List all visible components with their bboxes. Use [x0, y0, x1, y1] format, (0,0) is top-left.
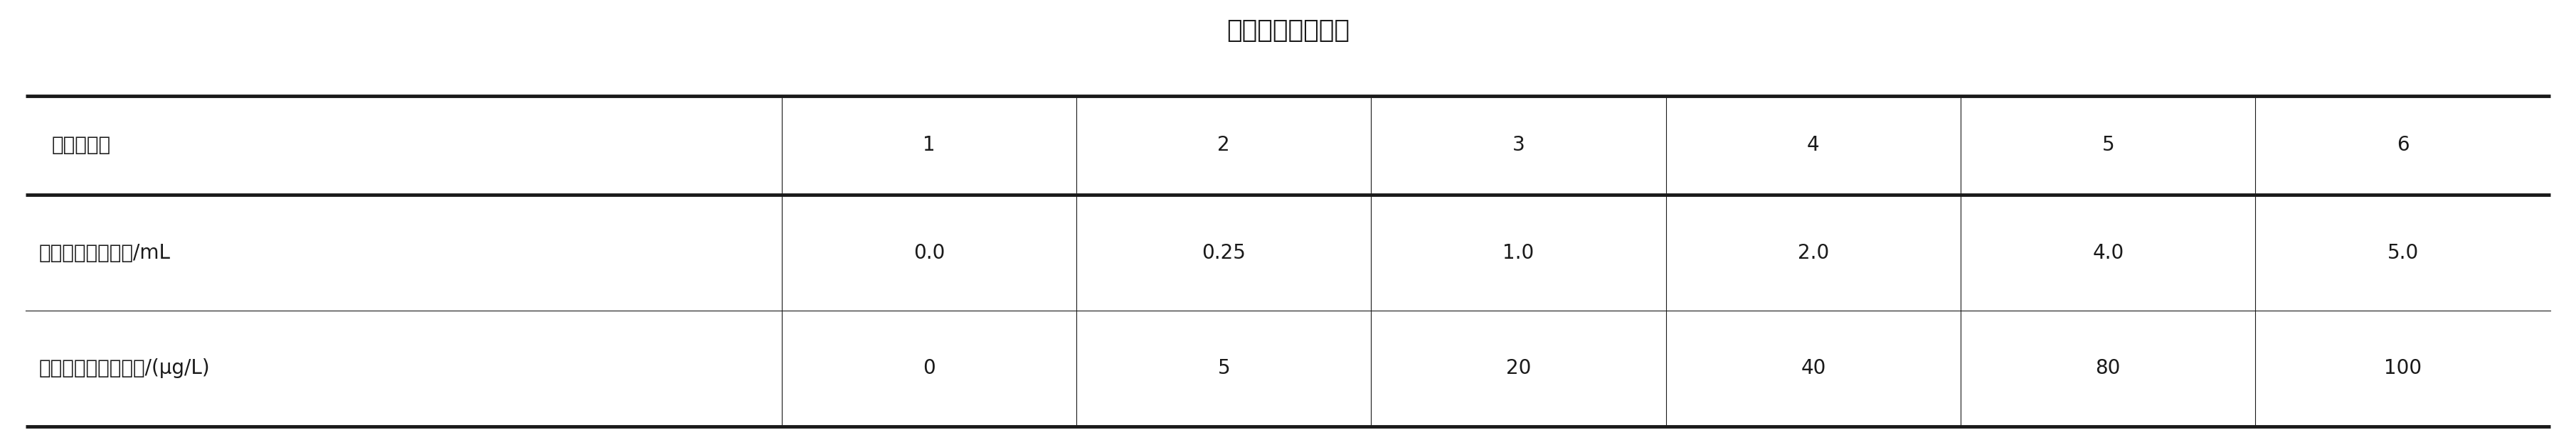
Text: 比色管编号: 比色管编号	[52, 135, 111, 155]
Text: 5: 5	[1218, 358, 1229, 378]
Text: 4: 4	[1806, 135, 1819, 155]
Text: 5: 5	[2102, 135, 2115, 155]
Text: 4.0: 4.0	[2092, 243, 2123, 263]
Text: 0.25: 0.25	[1203, 243, 1247, 263]
Text: 80: 80	[2094, 358, 2120, 378]
Text: 5.0: 5.0	[2388, 243, 2419, 263]
Text: 6: 6	[2396, 135, 2409, 155]
Text: 2: 2	[1218, 135, 1229, 155]
Text: 100: 100	[2383, 358, 2421, 378]
Text: 0.0: 0.0	[914, 243, 945, 263]
Text: 40: 40	[1801, 358, 1826, 378]
Text: 2.0: 2.0	[1798, 243, 1829, 263]
Text: 联氨标准溶液配制: 联氨标准溶液配制	[1226, 18, 1350, 43]
Text: 20: 20	[1507, 358, 1530, 378]
Text: 1.0: 1.0	[1502, 243, 1535, 263]
Text: 联氨工作溶液体积/mL: 联氨工作溶液体积/mL	[39, 243, 170, 263]
Text: 相当水样中联氨含量/(μg/L): 相当水样中联氨含量/(μg/L)	[39, 358, 209, 378]
Text: 0: 0	[922, 358, 935, 378]
Text: 1: 1	[922, 135, 935, 155]
Text: 3: 3	[1512, 135, 1525, 155]
